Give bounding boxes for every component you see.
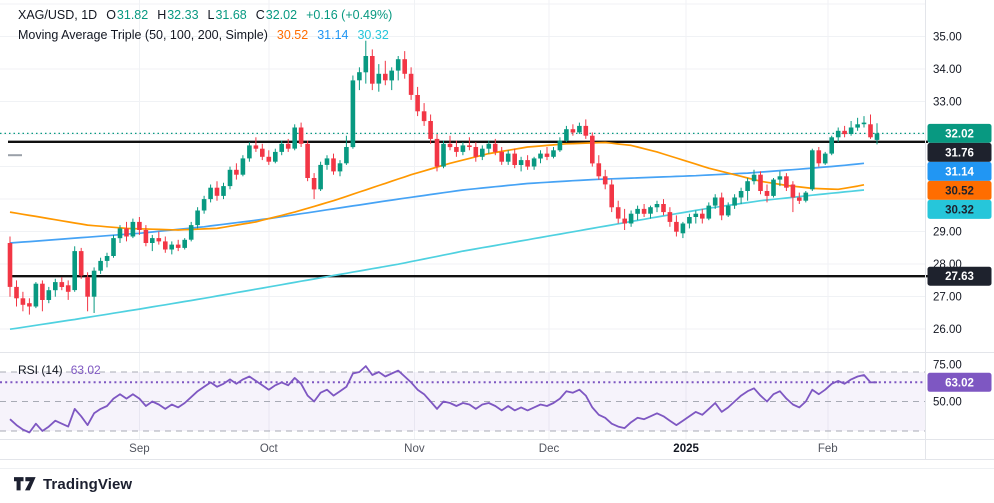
ma50-value: 30.52 [276,28,309,42]
price-axis-label: 34.00 [933,64,962,76]
rsi-indicator-title: RSI (14) [18,363,63,377]
price-badge-31.76: 31.76 [927,142,992,162]
time-axis-label: Feb [818,443,838,455]
high-value: H 32.33 [157,8,199,22]
pane-separators [0,0,994,460]
time-axis-label: 2025 [673,443,699,455]
ma-indicator-title: Moving Average Triple (50, 100, 200, Sim… [18,28,268,42]
rsi-axis-label: 50.00 [933,397,962,409]
time-axis[interactable]: Sep Oct Nov Dec 2025 Feb [129,443,838,455]
time-axis-label: Dec [539,443,560,455]
price-axis-label: 26.00 [933,324,962,336]
ma200-value: 30.32 [357,28,389,42]
time-axis-label: Oct [260,443,279,455]
ma100-value: 31.14 [317,28,349,42]
rsi-badge: 63.02 [927,372,992,392]
change-value: +0.16 (+0.49%) [306,8,393,22]
rsi-value: 63.02 [70,363,101,377]
close-value: C 32.02 [255,8,298,22]
rsi-indicator-legend[interactable]: RSI (14) 63.02 [18,363,101,377]
svg-text:31.76: 31.76 [945,147,974,159]
svg-text:32.02: 32.02 [945,128,974,140]
price-badge-27.63: 27.63 [927,266,992,286]
gridlines [0,0,925,439]
svg-text:63.02: 63.02 [945,377,974,389]
price-badge-30.32: 30.32 [927,199,992,219]
price-axis-label: 27.00 [933,292,962,304]
svg-text:31.14: 31.14 [945,166,974,178]
price-axis-label: 35.00 [933,31,962,43]
rsi-line[interactable] [9,365,878,434]
price-badge-31.14: 31.14 [927,161,992,181]
price-badge-32.02: 32.02 [927,123,992,143]
price-axis-label: 33.00 [933,97,962,109]
sma100-line[interactable] [9,162,865,244]
sma200-line[interactable] [9,189,865,331]
price-badge-30.52: 30.52 [927,180,992,200]
price-axis-label: 29.00 [933,227,962,239]
time-axis-label: Sep [129,443,149,455]
rsi-axis-label: 75.00 [933,360,962,372]
brand-footer: TradingView [0,460,994,503]
symbol-legend[interactable]: XAG/USD, 1D O 31.82 H 32.33 L 31.68 C 32.02 … [18,8,392,22]
chart-canvas[interactable]: 35.0034.0033.0029.0028.0027.0026.0075.00… [0,0,994,460]
ma-indicator-legend[interactable]: Moving Average Triple (50, 100, 200, Sim… [18,28,389,42]
open-value: O 31.82 [106,8,149,22]
svg-text:30.32: 30.32 [945,204,974,216]
svg-text:27.63: 27.63 [945,271,974,283]
brand-name[interactable]: TradingView [43,476,133,493]
low-value: L 31.68 [207,8,247,22]
svg-text:30.52: 30.52 [945,185,974,197]
candles-layer[interactable] [7,40,880,315]
price-axis[interactable]: 35.0034.0033.0029.0028.0027.0026.0075.00… [933,31,962,408]
tradingview-logo-icon[interactable] [14,477,36,492]
symbol-title: XAG/USD, 1D [18,8,98,22]
time-axis-label: Nov [404,443,425,455]
